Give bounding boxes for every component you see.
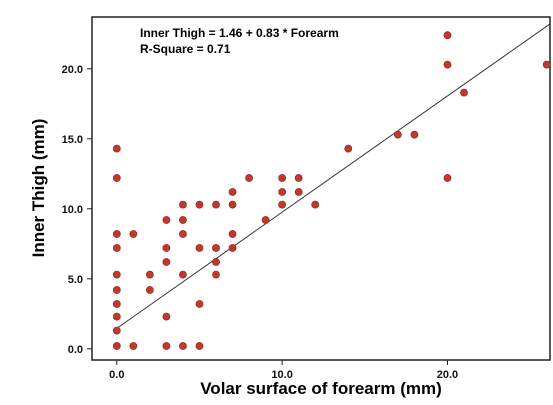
data-point xyxy=(112,300,121,308)
regression-line xyxy=(116,23,551,329)
data-point xyxy=(443,60,452,69)
data-point xyxy=(162,342,171,350)
x-tick-label: 10.0 xyxy=(271,369,292,381)
data-point xyxy=(212,270,220,279)
data-point xyxy=(112,342,121,350)
data-point xyxy=(112,174,121,182)
data-point xyxy=(278,174,287,182)
data-point xyxy=(112,230,121,238)
data-point xyxy=(179,216,187,224)
x-axis-title: Volar surface of forearm (mm) xyxy=(200,379,442,398)
data-point xyxy=(542,60,551,69)
y-tick-label: 0.0 xyxy=(68,344,83,356)
data-point xyxy=(294,174,303,182)
data-point xyxy=(112,144,121,153)
data-point xyxy=(112,312,121,321)
data-point xyxy=(228,230,237,238)
data-point xyxy=(212,258,220,266)
data-point xyxy=(228,200,237,209)
data-point xyxy=(162,244,171,252)
data-point xyxy=(179,200,187,209)
r-square-label: R-Square = 0.71 xyxy=(140,42,231,56)
data-point xyxy=(460,88,468,97)
data-point xyxy=(443,31,452,40)
data-point xyxy=(162,258,171,266)
data-point xyxy=(162,312,171,321)
x-axis: 0.0 10.0 20.0 xyxy=(109,360,458,381)
data-point xyxy=(261,216,270,224)
y-tick-label: 15.0 xyxy=(62,134,83,146)
data-point xyxy=(112,326,121,335)
data-point xyxy=(112,270,121,279)
y-axis: 0.0 5.0 10.0 15.0 20.0 xyxy=(62,64,92,356)
data-point xyxy=(195,300,204,308)
data-point xyxy=(112,244,121,252)
data-point xyxy=(129,342,138,350)
plot-area xyxy=(91,16,551,361)
data-point xyxy=(278,188,287,196)
y-axis-title: Inner Thigh (mm) xyxy=(29,119,48,258)
data-point xyxy=(212,244,220,252)
y-tick-label: 20.0 xyxy=(62,64,83,76)
data-point xyxy=(393,130,402,139)
y-tick-label: 5.0 xyxy=(68,274,83,286)
data-point xyxy=(294,188,303,196)
x-tick-label: 20.0 xyxy=(437,369,458,381)
data-point xyxy=(179,342,187,350)
data-point xyxy=(179,270,187,279)
data-point xyxy=(195,200,204,209)
data-point xyxy=(228,244,237,252)
x-tick-label: 0.0 xyxy=(109,369,124,381)
data-point xyxy=(344,144,353,153)
data-point xyxy=(195,244,204,252)
data-point xyxy=(112,286,121,294)
data-point xyxy=(212,200,220,209)
data-point xyxy=(245,174,253,182)
data-point xyxy=(179,230,187,238)
data-point xyxy=(311,200,320,209)
data-point xyxy=(129,230,138,238)
regression-equation: Inner Thigh = 1.46 + 0.83 * Forearm xyxy=(140,26,339,40)
data-point xyxy=(145,270,154,279)
data-point xyxy=(410,130,419,139)
data-points xyxy=(112,31,551,350)
data-point xyxy=(443,174,452,182)
data-point xyxy=(228,188,237,196)
data-point xyxy=(162,216,171,224)
data-point xyxy=(278,200,287,209)
data-point xyxy=(145,286,154,294)
data-point xyxy=(195,342,204,350)
y-tick-label: 10.0 xyxy=(62,204,83,216)
